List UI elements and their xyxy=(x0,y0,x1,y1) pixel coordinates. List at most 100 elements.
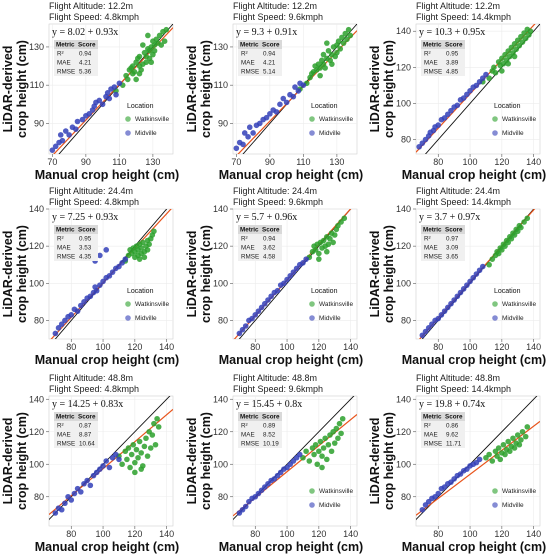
point-watkinsville xyxy=(340,40,347,46)
point-watkinsville xyxy=(324,40,330,46)
point-watkinsville xyxy=(339,415,346,422)
point-midville xyxy=(444,304,451,311)
point-midville xyxy=(295,88,302,94)
point-midville xyxy=(81,299,87,305)
point-midville xyxy=(441,115,448,121)
point-watkinsville xyxy=(314,461,321,468)
x-tick-label: 80 xyxy=(250,529,260,539)
legend-key-midville xyxy=(125,315,131,321)
point-watkinsville xyxy=(135,454,141,461)
y-tick-label: 140 xyxy=(29,394,44,404)
point-watkinsville xyxy=(339,34,345,41)
point-watkinsville xyxy=(505,239,512,246)
point-watkinsville xyxy=(130,441,137,448)
point-midville xyxy=(68,497,75,503)
point-watkinsville xyxy=(505,60,512,67)
y-tick-label: 130 xyxy=(213,42,228,52)
point-watkinsville xyxy=(320,445,327,451)
point-watkinsville xyxy=(331,440,338,446)
point-midville xyxy=(74,308,81,314)
point-midville xyxy=(100,463,106,469)
y-tick-label: 80 xyxy=(401,492,411,502)
point-midville xyxy=(438,312,445,318)
y-axis-label: LiDAR-derivedcrop height (cm) xyxy=(1,412,29,510)
point-midville xyxy=(293,265,300,272)
point-midville xyxy=(116,456,122,463)
point-watkinsville xyxy=(154,415,160,422)
point-watkinsville xyxy=(323,456,330,463)
plot-layer xyxy=(233,209,352,339)
metric-score: 4.21 xyxy=(263,60,276,67)
point-midville xyxy=(97,252,103,259)
x-tick-label: 120 xyxy=(494,529,509,539)
y-axis-label: LiDAR-derivedcrop height (cm) xyxy=(185,40,213,138)
point-watkinsville xyxy=(502,243,508,249)
point-midville xyxy=(255,308,262,314)
metric-score: 0.86 xyxy=(446,423,459,430)
point-midville xyxy=(93,287,100,294)
plot-layer xyxy=(233,396,357,521)
y-tick-label: 80 xyxy=(401,135,411,145)
y-tick-label: 140 xyxy=(213,394,228,404)
point-watkinsville xyxy=(146,241,152,248)
point-watkinsville xyxy=(129,63,136,69)
legend-key-midville xyxy=(309,315,315,321)
point-midville xyxy=(103,247,110,253)
point-midville xyxy=(435,490,442,497)
y-tick-label: 140 xyxy=(396,26,411,36)
point-midville xyxy=(84,477,90,484)
point-watkinsville xyxy=(502,451,508,458)
point-watkinsville xyxy=(506,53,513,60)
panel-subtitle: Flight Speed: 9.6kmph xyxy=(233,12,323,22)
metrics-header-metric: Metric xyxy=(56,42,75,49)
metric-name: R² xyxy=(241,236,248,243)
point-watkinsville xyxy=(342,30,349,37)
y-axis-label-line1: LiDAR-derived xyxy=(1,46,15,133)
point-watkinsville xyxy=(155,424,162,430)
panel-subtitle: Flight Speed: 14.4kmph xyxy=(416,197,511,207)
point-watkinsville xyxy=(524,424,531,430)
point-watkinsville xyxy=(514,432,521,438)
metrics-header-metric: Metric xyxy=(423,414,442,421)
point-watkinsville xyxy=(486,451,492,458)
point-midville xyxy=(454,293,461,300)
point-midville xyxy=(58,321,65,327)
point-watkinsville xyxy=(161,38,168,45)
panel-subtitle: Flight Speed: 9.6kmph xyxy=(233,384,323,394)
metrics-header-score: Score xyxy=(78,42,96,49)
point-midville xyxy=(119,260,125,266)
point-watkinsville xyxy=(136,53,143,60)
y-axis-label-line1: LiDAR-derived xyxy=(368,231,382,318)
point-watkinsville xyxy=(516,441,523,448)
regression-equation: y = 9.3 + 0.91x xyxy=(236,27,297,38)
point-watkinsville xyxy=(158,42,165,48)
point-midville xyxy=(273,109,280,115)
metric-name: MAE xyxy=(57,60,71,67)
point-midville xyxy=(476,78,483,85)
point-watkinsville xyxy=(136,70,143,77)
legend-label: Midville xyxy=(319,502,341,509)
point-midville xyxy=(59,137,66,144)
point-watkinsville xyxy=(151,420,157,427)
metric-name: RMSE xyxy=(241,254,259,261)
point-midville xyxy=(249,315,255,322)
point-watkinsville xyxy=(486,261,492,268)
point-midville xyxy=(280,95,287,102)
point-midville xyxy=(106,464,113,471)
metric-score: 4.21 xyxy=(79,60,92,67)
y-axis-label: LiDAR-derivedcrop height (cm) xyxy=(1,225,29,323)
metric-score: 3.53 xyxy=(79,245,92,252)
y-tick-label: 100 xyxy=(213,278,228,288)
y-tick-label: 100 xyxy=(213,459,228,469)
legend-label: Watkinsville xyxy=(502,301,536,308)
y-axis-label-line2: crop height (cm) xyxy=(15,225,29,323)
point-watkinsville xyxy=(320,237,327,244)
metric-name: R² xyxy=(424,236,431,243)
legend-key-midville xyxy=(492,315,498,321)
point-watkinsville xyxy=(500,441,507,448)
